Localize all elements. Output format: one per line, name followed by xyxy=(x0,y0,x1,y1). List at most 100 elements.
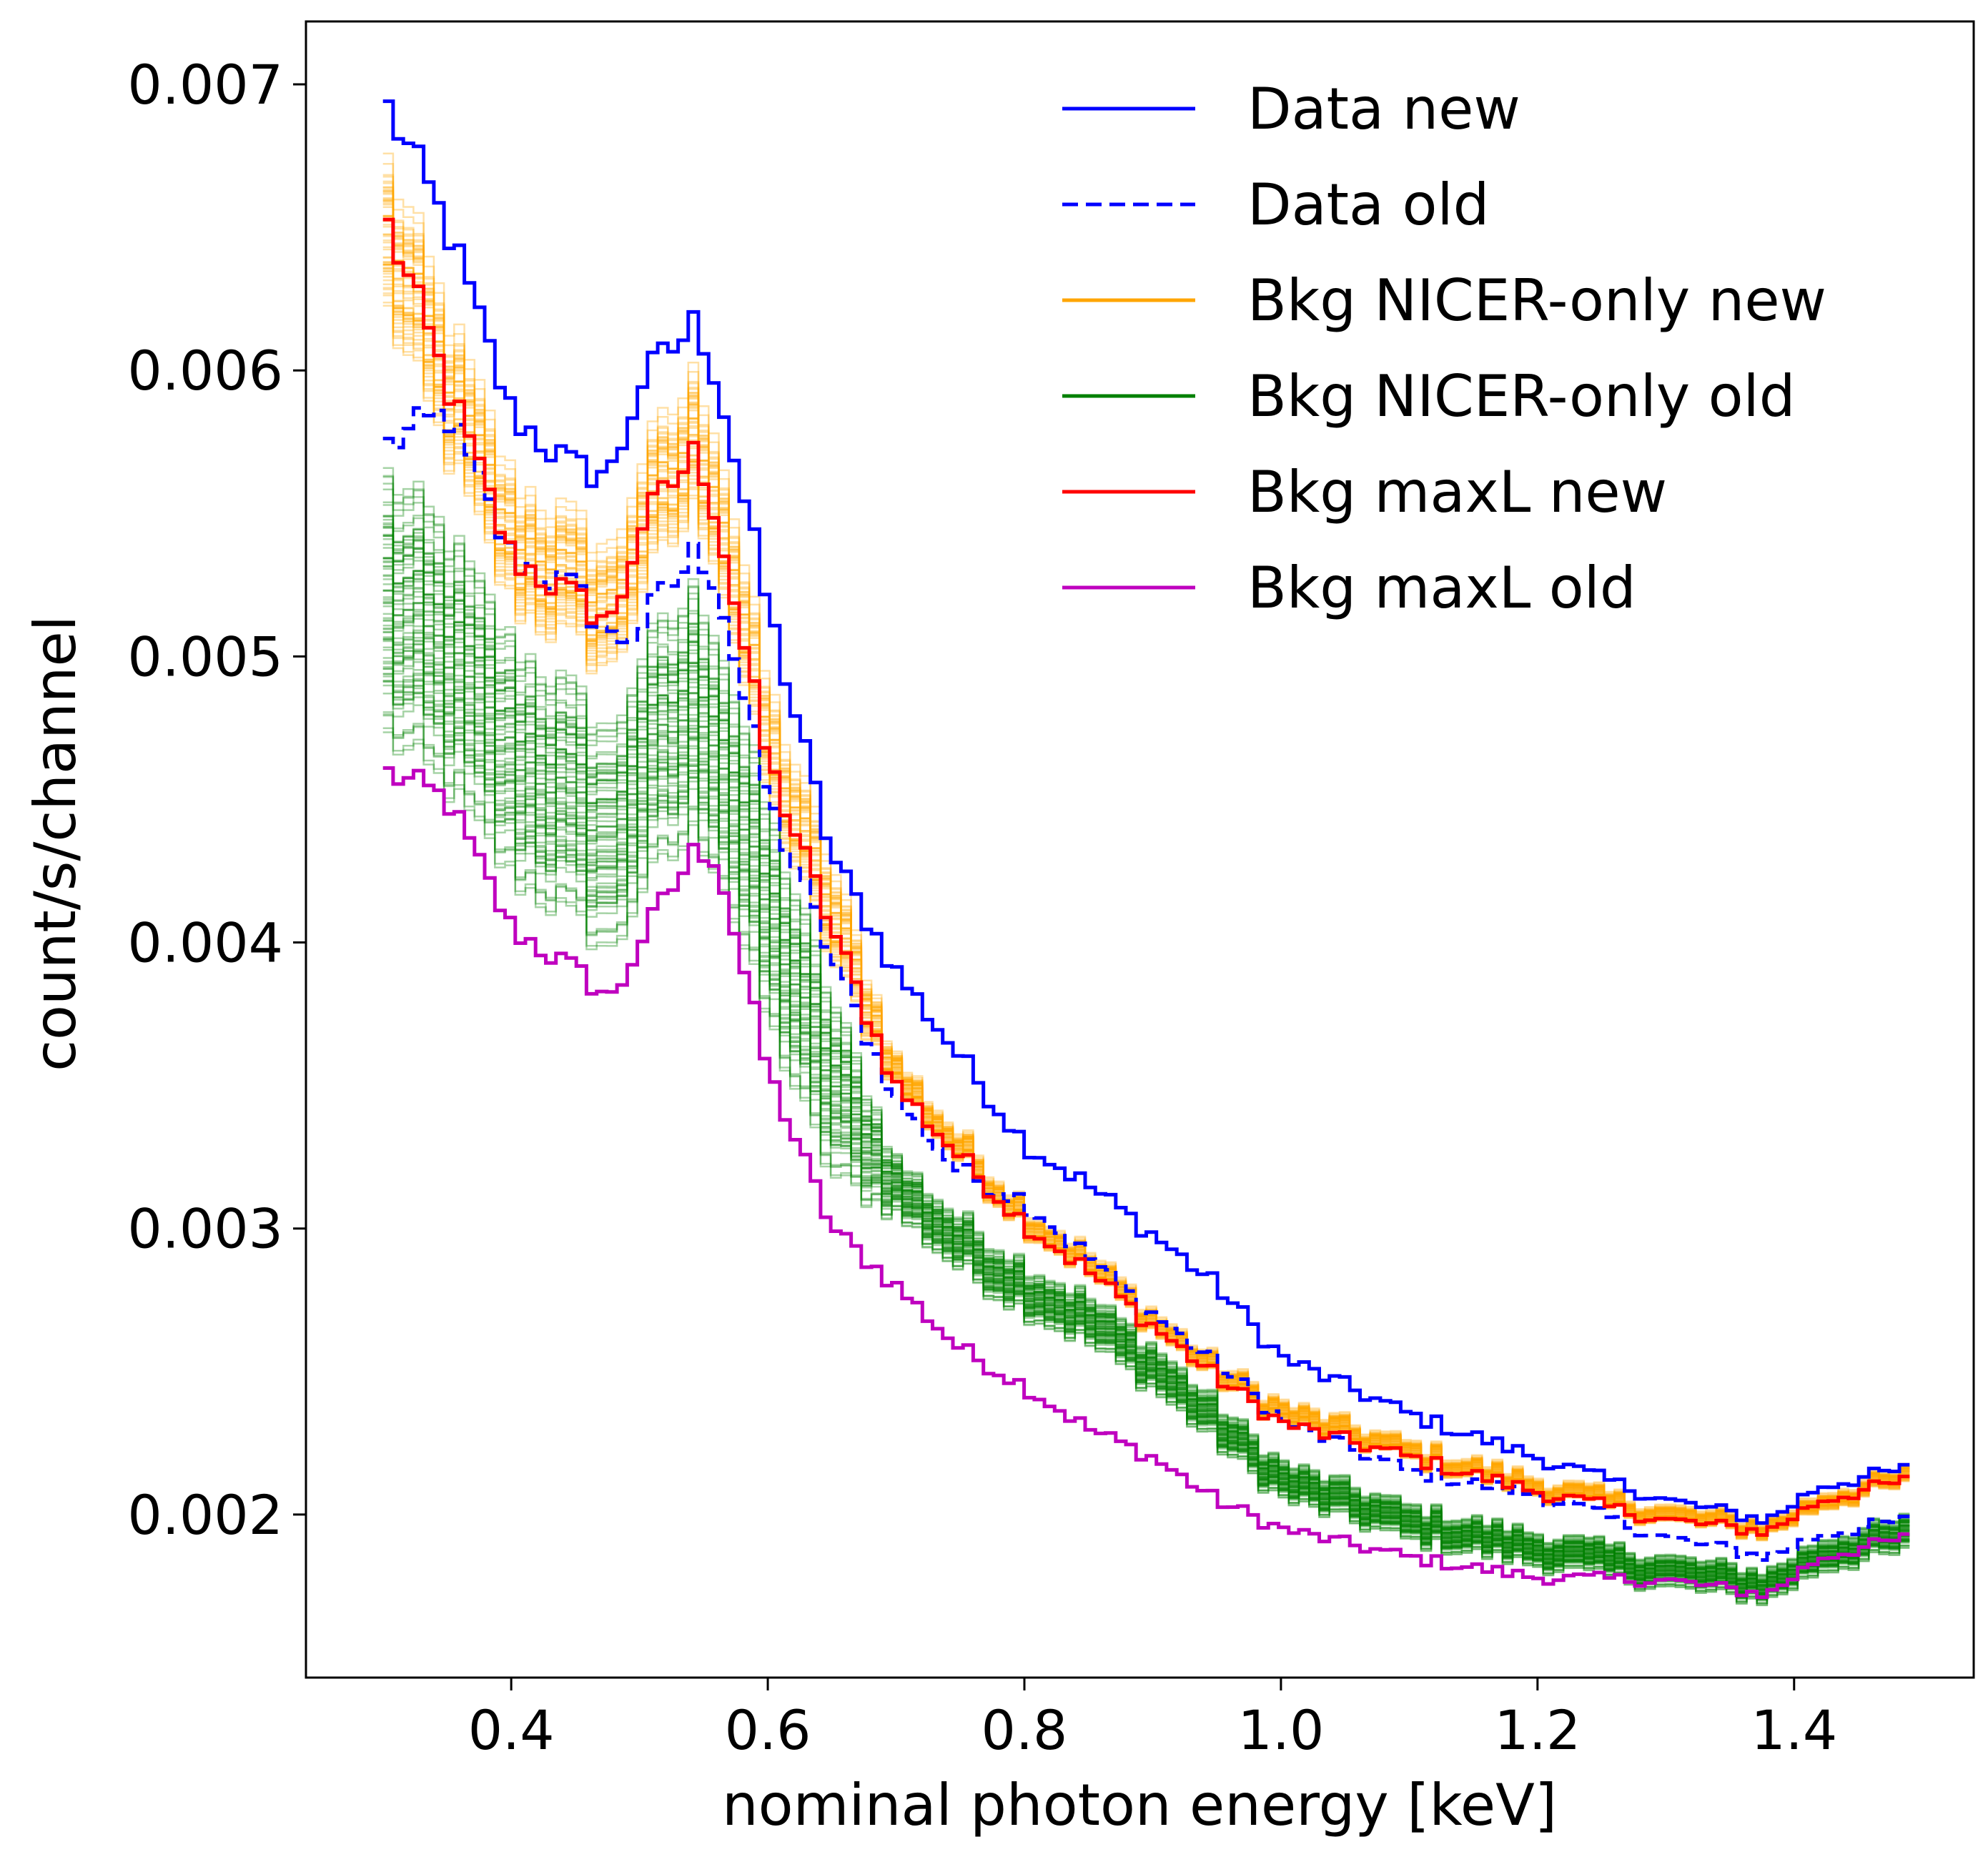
ensemble-line-1-13 xyxy=(382,547,1910,1585)
ensemble-line-1-0 xyxy=(382,560,1910,1587)
ensemble-line-1-18 xyxy=(382,543,1910,1585)
series-line-bkg-maxl-old xyxy=(382,766,1910,1600)
ensemble-line-0-43 xyxy=(382,163,1910,1527)
series-line-data-new xyxy=(382,99,1910,1525)
ensemble-line-0-27 xyxy=(382,219,1910,1532)
ensemble-line-1-24 xyxy=(382,522,1910,1582)
ensemble-line-1-29 xyxy=(382,533,1910,1583)
ensemble-line-1-9 xyxy=(382,535,1910,1584)
ensemble-line-0-41 xyxy=(382,215,1910,1532)
plot-frame xyxy=(305,20,1975,1679)
ensemble-line-1-79 xyxy=(382,525,1910,1583)
ensemble-line-1-76 xyxy=(382,627,1910,1595)
ensemble-line-1-40 xyxy=(382,557,1910,1586)
x-tick-label: 1.4 xyxy=(1751,1698,1837,1762)
ensemble-line-1-34 xyxy=(382,488,1910,1578)
ensemble-line-1-70 xyxy=(382,631,1910,1595)
ensemble-line-1-53 xyxy=(382,556,1910,1586)
ensemble-line-1-17 xyxy=(382,589,1910,1590)
x-tick-label: 0.6 xyxy=(725,1698,811,1762)
ensemble-line-0-19 xyxy=(382,199,1910,1531)
ensemble-line-1-64 xyxy=(382,589,1910,1590)
ensemble-line-1-47 xyxy=(382,640,1910,1596)
legend-label: Bkg maxL new xyxy=(1247,459,1667,525)
ensemble-line-1-31 xyxy=(382,504,1910,1580)
ensemble-line-1-37 xyxy=(382,558,1910,1586)
ensemble-line-1-69 xyxy=(382,630,1910,1595)
ensemble-line-1-65 xyxy=(382,538,1910,1584)
ensemble-line-0-14 xyxy=(382,215,1910,1532)
ensemble-line-1-10 xyxy=(382,731,1910,1607)
ensemble-line-1-26 xyxy=(382,535,1910,1584)
y-tick-label: 0.003 xyxy=(127,1197,283,1261)
ensemble-line-1-22 xyxy=(382,624,1910,1594)
ensemble-line-1-39 xyxy=(382,619,1910,1593)
ensemble-line-1-72 xyxy=(382,603,1910,1592)
ensemble-line-0-4 xyxy=(382,215,1910,1532)
ensemble-line-1-60 xyxy=(382,636,1910,1595)
ensemble-line-1-51 xyxy=(382,600,1910,1591)
ensemble-line-1-7 xyxy=(382,628,1910,1595)
ensemble-line-1-75 xyxy=(382,523,1910,1583)
ensemble-line-0-25 xyxy=(382,220,1910,1533)
ensemble-line-0-11 xyxy=(382,301,1910,1542)
y-axis-ticks: 0.002 0.003 0.004 0.005 0.006 0.007 xyxy=(127,53,306,1547)
ensemble-line-1-43 xyxy=(382,565,1910,1588)
ensemble-line-1-23 xyxy=(382,713,1910,1605)
ensemble-line-1-61 xyxy=(382,613,1910,1593)
y-tick-label: 0.005 xyxy=(127,625,283,688)
ensemble-line-1-6 xyxy=(382,561,1910,1587)
ensemble-line-0-53 xyxy=(382,206,1910,1532)
ensemble-line-1-36 xyxy=(382,501,1910,1580)
ensemble-line-1-73 xyxy=(382,590,1910,1590)
ensemble-line-1-16 xyxy=(382,602,1910,1591)
legend-label: Data old xyxy=(1247,172,1489,238)
ensemble-line-0-44 xyxy=(382,304,1910,1542)
legend-label: Bkg maxL old xyxy=(1247,555,1636,621)
ensemble-line-1-41 xyxy=(382,727,1910,1606)
ensemble-line-1-14 xyxy=(382,617,1910,1593)
ensemble-line-1-42 xyxy=(382,620,1910,1593)
y-tick-label: 0.006 xyxy=(127,339,283,402)
ensemble-line-1-30 xyxy=(382,557,1910,1586)
ensemble-line-1-74 xyxy=(382,578,1910,1589)
ensemble-line-1-56 xyxy=(382,515,1910,1581)
ensemble-line-0-29 xyxy=(382,214,1910,1532)
ensemble-line-1-27 xyxy=(382,475,1910,1577)
legend: Data new Data old Bkg NICER-only new Bkg NI… xyxy=(1062,76,1826,621)
ensemble-line-1-4 xyxy=(382,583,1910,1589)
ensemble-line-1-38 xyxy=(382,518,1910,1582)
y-tick-label: 0.002 xyxy=(127,1483,283,1547)
ensemble-line-1-68 xyxy=(382,638,1910,1595)
ensemble-line-1-45 xyxy=(382,574,1910,1588)
series-lines xyxy=(382,99,1910,1600)
x-axis-label: nominal photon energy [keV] xyxy=(722,1772,1557,1838)
series-line-data-old xyxy=(382,406,1910,1562)
ensemble-line-1-78 xyxy=(382,638,1910,1595)
legend-label: Data new xyxy=(1247,76,1520,142)
y-axis-label: count/s/channel xyxy=(22,615,89,1071)
ensemble-line-1-21 xyxy=(382,515,1910,1581)
ensemble-line-1-46 xyxy=(382,568,1910,1588)
ensemble-line-1-52 xyxy=(382,711,1910,1604)
x-tick-label: 1.2 xyxy=(1494,1698,1581,1762)
ensemble-line-1-25 xyxy=(382,467,1910,1575)
ensemble-line-1-67 xyxy=(382,482,1910,1578)
ensemble-line-1-3 xyxy=(382,596,1910,1591)
ensemble-line-1-63 xyxy=(382,525,1910,1583)
ensemble-line-0-28 xyxy=(382,152,1910,1526)
ensemble-line-1-28 xyxy=(382,565,1910,1587)
series-line-bkg-maxl-new xyxy=(382,217,1910,1537)
ensemble-line-1-50 xyxy=(382,535,1910,1583)
x-tick-label: 0.8 xyxy=(981,1698,1068,1762)
ensemble-line-0-21 xyxy=(382,202,1910,1531)
x-axis-ticks: 0.4 0.6 0.8 1.0 1.2 1.4 xyxy=(468,1678,1837,1762)
x-tick-label: 1.0 xyxy=(1237,1698,1324,1762)
ensemble-line-1-35 xyxy=(382,605,1910,1592)
ensemble-line-1-32 xyxy=(382,714,1910,1605)
ensemble-line-1-19 xyxy=(382,638,1910,1595)
legend-label: Bkg NICER-only new xyxy=(1247,267,1826,334)
x-tick-label: 0.4 xyxy=(468,1698,555,1762)
